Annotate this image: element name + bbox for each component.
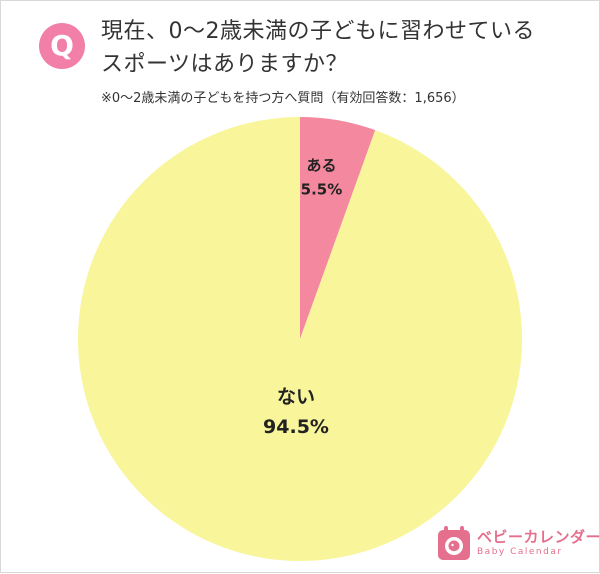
slice-value-yes: 5.5% — [301, 180, 343, 198]
question-badge: Q — [39, 23, 85, 69]
slice-label-yes: ある — [306, 157, 336, 175]
slice-label-no: ない — [277, 386, 315, 408]
question-title-line-1: 現在、0〜2歳未満の子どもに習わせている — [101, 19, 535, 44]
brand-name-ja: ベビーカレンダー — [477, 527, 600, 546]
pie-slice-no — [78, 117, 523, 561]
calendar-baby-icon — [437, 525, 471, 561]
question-title: 現在、0〜2歳未満の子どもに習わせている スポーツはありますか？ — [101, 15, 581, 81]
question-title-line-2: スポーツはありますか？ — [101, 52, 349, 77]
question-subtitle: ※0〜2歳未満の子どもを持つ方へ質問（有効回答数：1,656） — [101, 91, 465, 106]
slice-value-no: 94.5% — [263, 416, 329, 438]
pie-slice-yes — [300, 117, 376, 339]
brand-logo: ベビーカレンダー Baby Calendar — [437, 525, 600, 561]
brand-name-en: Baby Calendar — [477, 546, 563, 557]
